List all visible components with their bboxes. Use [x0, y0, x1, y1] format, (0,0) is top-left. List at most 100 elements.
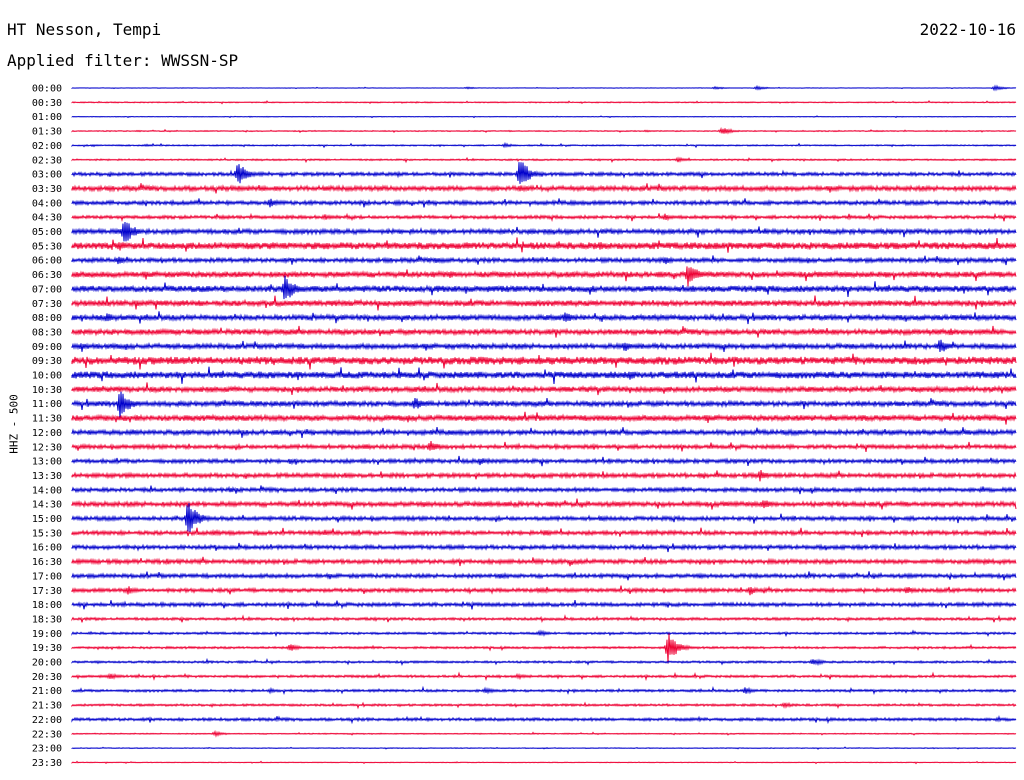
- time-tick-label: 12:00: [32, 428, 62, 439]
- seismic-trace: [71, 84, 1017, 92]
- time-tick-label: 17:30: [32, 586, 62, 597]
- seismic-trace: [71, 585, 1017, 596]
- seismic-trace: [71, 311, 1017, 325]
- seismic-trace: [71, 126, 1017, 135]
- seismic-trace: [71, 115, 1017, 119]
- seismic-trace: [71, 746, 1017, 750]
- seismic-trace: [71, 411, 1017, 425]
- time-tick-label: 07:30: [32, 299, 62, 310]
- seismic-trace: [71, 455, 1017, 467]
- seismic-trace: [71, 485, 1017, 495]
- seismic-trace: [71, 100, 1017, 105]
- time-tick-label: 15:30: [32, 528, 62, 539]
- seismic-trace: [71, 498, 1017, 510]
- seismic-trace: [71, 470, 1017, 482]
- time-tick-label: 11:00: [32, 399, 62, 410]
- time-tick-label: 13:00: [32, 457, 62, 468]
- seismic-trace: [71, 352, 1017, 370]
- time-tick-label: 08:00: [32, 313, 62, 324]
- time-tick-label: 07:00: [32, 284, 62, 295]
- seismic-trace: [71, 162, 1017, 184]
- seismic-trace: [71, 556, 1017, 567]
- time-tick-label: 10:30: [32, 385, 62, 396]
- time-tick-label: 06:30: [32, 270, 62, 281]
- station-title: HT Nesson, Tempi: [7, 20, 162, 39]
- seismic-trace: [71, 339, 1017, 353]
- seismic-trace: [71, 503, 1017, 533]
- time-tick-label: 01:30: [32, 127, 62, 138]
- seismic-trace: [71, 701, 1017, 710]
- time-tick-label: 21:30: [32, 701, 62, 712]
- time-tick-label: 20:30: [32, 672, 62, 683]
- time-tick-label: 08:30: [32, 327, 62, 338]
- seismic-trace: [71, 391, 1017, 420]
- time-tick-label: 01:00: [32, 112, 62, 123]
- time-tick-label: 14:00: [32, 485, 62, 496]
- seismic-trace: [71, 295, 1017, 311]
- time-tick-label: 00:00: [32, 84, 62, 95]
- time-tick-label: 15:00: [32, 514, 62, 525]
- seismic-trace: [71, 685, 1017, 695]
- time-tick-label: 16:30: [32, 557, 62, 568]
- seismic-trace: [71, 237, 1017, 253]
- time-tick-label: 11:30: [32, 414, 62, 425]
- seismic-trace: [71, 441, 1017, 452]
- seismic-trace: [71, 266, 1017, 287]
- time-tick-label: 23:30: [32, 758, 62, 769]
- record-date: 2022-10-16: [919, 20, 1016, 39]
- time-tick-label: 09:00: [32, 342, 62, 353]
- seismic-trace: [71, 198, 1017, 208]
- time-tick-label: 02:30: [32, 155, 62, 166]
- time-tick-label: 22:30: [32, 729, 62, 740]
- time-tick-label: 05:30: [32, 241, 62, 252]
- time-tick-label: 13:30: [32, 471, 62, 482]
- seismic-trace: [71, 542, 1017, 553]
- seismic-trace: [71, 382, 1017, 396]
- time-tick-label: 23:00: [32, 744, 62, 755]
- time-tick-label: 19:00: [32, 629, 62, 640]
- seismic-trace: [71, 212, 1017, 222]
- time-tick-label: 05:00: [32, 227, 62, 238]
- seismic-trace: [71, 156, 1017, 164]
- time-tick-label: 18:00: [32, 600, 62, 611]
- seismic-trace: [71, 527, 1017, 538]
- seismic-trace: [71, 427, 1017, 438]
- time-tick-label: 18:30: [32, 614, 62, 625]
- seismic-trace: [71, 325, 1017, 338]
- seismic-trace: [71, 671, 1017, 682]
- seismic-trace: [71, 255, 1017, 266]
- time-tick-label: 10:00: [32, 371, 62, 382]
- seismic-trace: [71, 633, 1017, 664]
- time-tick-label: 04:30: [32, 213, 62, 224]
- time-tick-label: 03:30: [32, 184, 62, 195]
- time-tick-label: 03:00: [32, 170, 62, 181]
- time-tick-label: 20:00: [32, 658, 62, 669]
- seismic-trace: [71, 629, 1017, 638]
- time-tick-label: 21:00: [32, 686, 62, 697]
- seismic-trace: [71, 657, 1017, 667]
- time-tick-label: 06:00: [32, 256, 62, 267]
- time-tick-label: 19:30: [32, 643, 62, 654]
- seismic-trace: [71, 183, 1017, 194]
- time-tick-label: 02:00: [32, 141, 62, 152]
- seismic-trace: [71, 275, 1017, 300]
- seismic-trace: [71, 366, 1017, 384]
- time-tick-label: 00:30: [32, 98, 62, 109]
- seismic-trace: [71, 729, 1017, 738]
- time-tick-label: 12:30: [32, 442, 62, 453]
- time-tick-label: 17:00: [32, 571, 62, 582]
- seismic-trace: [71, 141, 1017, 149]
- seismic-trace: [71, 571, 1017, 581]
- time-tick-label: 22:00: [32, 715, 62, 726]
- time-tick-label: 04:00: [32, 198, 62, 209]
- seismic-trace: [71, 760, 1017, 765]
- time-tick-label: 09:30: [32, 356, 62, 367]
- time-tick-label: 14:30: [32, 500, 62, 511]
- seismic-trace: [71, 614, 1017, 624]
- seismic-trace: [71, 600, 1017, 610]
- filter-label: Applied filter: WWSSN-SP: [7, 51, 239, 70]
- seismic-trace: [71, 715, 1017, 725]
- time-tick-label: 16:00: [32, 543, 62, 554]
- seismic-trace: [71, 221, 1017, 242]
